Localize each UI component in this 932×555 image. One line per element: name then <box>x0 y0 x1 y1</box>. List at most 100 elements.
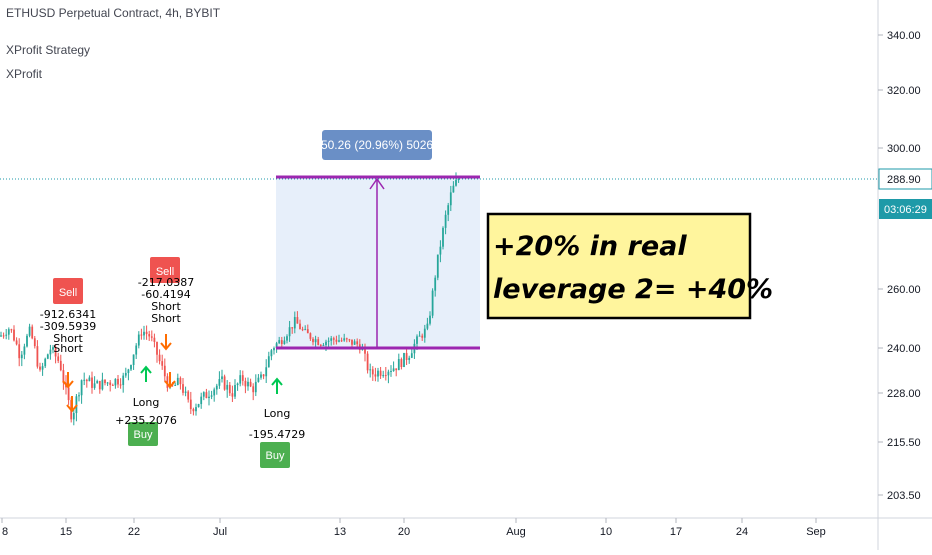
measure-arrow-head <box>369 177 385 190</box>
legend-symbol[interactable]: ETHUSD Perpetual Contract, 4h, BYBIT <box>6 6 221 20</box>
countdown-text: 03:06:29 <box>884 204 927 216</box>
candle-body <box>351 339 353 345</box>
candle-body <box>187 391 190 400</box>
time-tick-label: 15 <box>60 526 72 538</box>
candle-body <box>176 377 179 386</box>
candle-body <box>335 339 338 342</box>
sell-badge-text: Sell <box>156 266 174 278</box>
candle-body <box>262 374 265 377</box>
signal-sell-1[interactable]: Sell -912.6341 -309.5939 Short Short <box>40 278 96 413</box>
candle-body <box>436 254 439 278</box>
candle-body <box>210 395 213 397</box>
price-tick-label: 203.50 <box>887 490 921 502</box>
candle-body <box>101 379 104 390</box>
candle-body <box>247 381 249 387</box>
candle-body <box>49 349 52 355</box>
candle-body <box>244 380 247 387</box>
candle-body <box>304 329 307 331</box>
candle-body <box>150 336 153 338</box>
candle-body <box>205 392 208 399</box>
candle-body <box>197 404 200 408</box>
time-tick-label: 10 <box>600 526 612 538</box>
candle-body <box>429 315 431 324</box>
legend-indicator-xprofit[interactable]: XProfit <box>6 67 43 81</box>
buy-badge[interactable] <box>128 422 158 446</box>
candle-body <box>28 326 31 336</box>
short-arrow-icon <box>62 372 74 389</box>
buy-badge[interactable] <box>260 442 290 468</box>
signal-buy-1[interactable]: Buy Long +235.2076 <box>115 365 177 446</box>
price-tick-label: 228.00 <box>887 388 921 400</box>
time-tick-label: Jul <box>213 526 227 538</box>
candle-body <box>288 327 291 337</box>
buy-badge-text: Buy <box>266 450 285 462</box>
price-tick-label: 215.50 <box>887 437 921 449</box>
candle-body <box>447 205 450 215</box>
candle-body <box>299 323 301 330</box>
countdown-tag: 03:06:29 <box>879 199 932 219</box>
candle-body <box>33 338 36 347</box>
candle-body <box>179 377 182 385</box>
candle-body <box>119 384 122 386</box>
legend-indicator-strategy[interactable]: XProfit Strategy <box>6 43 90 57</box>
candle-body <box>13 329 15 341</box>
candle-body <box>254 381 257 393</box>
candle-body <box>356 341 359 345</box>
candle-body <box>83 379 86 381</box>
candle-body <box>36 346 39 367</box>
candle-body <box>291 327 294 329</box>
candle-body <box>140 334 143 336</box>
candle-body <box>26 335 28 347</box>
candle-body <box>309 333 312 339</box>
time-tick-label: 22 <box>128 526 140 538</box>
time-tick-label: 13 <box>334 526 346 538</box>
signal-sell-2[interactable]: Sell -217.0387 -60.4194 Short Short <box>138 257 194 389</box>
candle-body <box>88 377 91 382</box>
candle-body <box>135 345 138 355</box>
sell-badge[interactable] <box>150 257 180 283</box>
candle-body <box>223 376 226 390</box>
measure-label-text: 50.26 (20.96%) 5026 <box>321 138 433 152</box>
long-arrow-icon <box>271 377 283 394</box>
candle-body <box>260 374 262 378</box>
candle-body <box>67 387 70 401</box>
annotation-callout[interactable]: +20% in real leverage 2= +40% <box>486 212 773 320</box>
candle-body <box>218 379 221 386</box>
signal-label: Short <box>53 342 83 355</box>
time-tick-label: 17 <box>670 526 682 538</box>
candle-body <box>127 369 130 373</box>
time-tick-label: Sep <box>806 526 826 538</box>
annotation-line-1: +20% in real <box>493 231 687 262</box>
candle-body <box>392 368 395 372</box>
candle-body <box>148 334 151 337</box>
candle-body <box>104 379 106 384</box>
candle-body <box>377 370 379 377</box>
candle-body <box>374 374 377 377</box>
time-tick-label: Aug <box>506 526 526 538</box>
price-axis[interactable]: 340.00 320.00 300.00 260.00 240.00 228.00 215.… <box>878 30 921 502</box>
candle-body <box>314 339 317 343</box>
signal-label: Short <box>53 332 83 345</box>
measure-range-box[interactable] <box>276 177 480 348</box>
candle-body <box>111 384 114 386</box>
candle-body <box>416 336 418 344</box>
candle-body <box>252 386 255 393</box>
signal-buy-2[interactable]: Buy Long -195.4729 <box>249 377 305 468</box>
candle-body <box>403 352 405 367</box>
time-tick-label: 20 <box>398 526 410 538</box>
candle-body <box>189 399 192 410</box>
candle-body <box>117 378 119 385</box>
candle-body <box>145 331 148 335</box>
sell-badge[interactable] <box>53 278 83 304</box>
candle-body <box>455 180 457 186</box>
candle-body <box>275 343 278 349</box>
time-axis[interactable]: 8 15 22 Jul 13 20 Aug 10 17 24 Sep <box>1 518 826 538</box>
candle-body <box>452 185 455 193</box>
last-price-text: 288.90 <box>887 174 921 186</box>
candle-body <box>163 365 166 377</box>
candle-body <box>44 358 47 367</box>
measure-label[interactable]: 50.26 (20.96%) 5026 <box>321 130 433 160</box>
candle-body <box>439 246 442 255</box>
candle-body <box>153 337 156 342</box>
